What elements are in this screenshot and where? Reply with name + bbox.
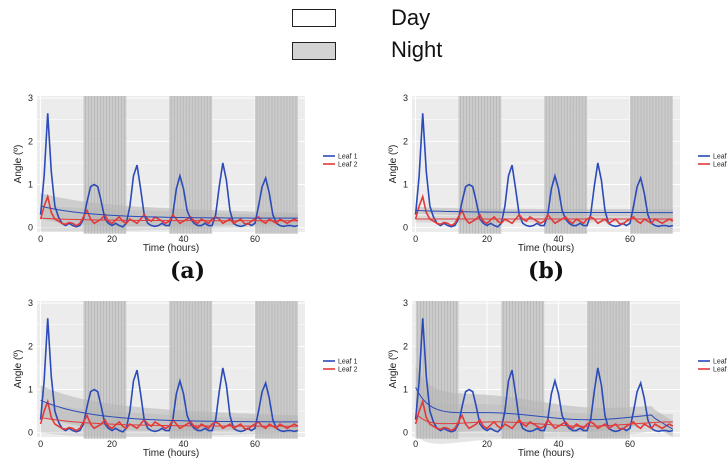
y-tick-label: 0: [28, 223, 33, 233]
legend-label-leaf-1: Leaf 1: [713, 154, 727, 161]
panel-label-b: (b): [528, 258, 565, 284]
y-tick-label: 1: [403, 385, 408, 395]
legend-label-leaf-2: Leaf 2: [713, 367, 727, 374]
x-tick-label: 40: [553, 439, 563, 449]
fit-line-leaf-1: [40, 205, 298, 219]
y-tick-label: 1: [28, 180, 33, 190]
x-tick-label: 20: [482, 439, 492, 449]
x-tick-label: 20: [482, 234, 492, 244]
y-tick-label: 3: [403, 298, 408, 308]
series-line-leaf-1: [414, 318, 674, 433]
y-axis-label: Angle (º): [388, 350, 399, 389]
x-tick-label: 0: [413, 439, 418, 449]
x-axis-label: Time (hours): [518, 448, 574, 459]
x-tick-label: 40: [553, 234, 563, 244]
chart-panel-b: [412, 96, 710, 234]
day-legend-swatch: [292, 9, 336, 27]
y-tick-label: 2: [403, 341, 408, 351]
legend-label-leaf-1: Leaf 1: [713, 359, 727, 366]
legend-label-leaf-1: Leaf 1: [338, 154, 358, 161]
x-tick-label: 0: [413, 234, 418, 244]
fit-line-leaf-2: [415, 412, 673, 427]
y-axis-label: Angle (º): [13, 145, 24, 184]
chart-panel-a: [37, 96, 335, 234]
x-tick-label: 0: [38, 234, 43, 244]
x-tick-label: 60: [625, 439, 635, 449]
night-legend-swatch: [292, 42, 336, 60]
chart-panel-d: [412, 301, 710, 444]
y-axis-label: Angle (º): [13, 350, 24, 389]
confidence-band-leaf2: [40, 205, 298, 232]
y-tick-label: 0: [403, 428, 408, 438]
chart-panel-c: [37, 301, 335, 439]
night-legend-label: Night: [391, 37, 443, 62]
series-line-leaf-1: [39, 318, 299, 433]
y-tick-label: 0: [403, 223, 408, 233]
x-axis-label: Time (hours): [143, 448, 199, 459]
x-tick-label: 40: [178, 439, 188, 449]
fit-line-leaf-2: [40, 217, 298, 222]
confidence-band-leaf2: [415, 391, 673, 444]
x-axis-label: Time (hours): [143, 243, 199, 254]
legend-label-leaf-1: Leaf 1: [338, 359, 358, 366]
y-tick-label: 1: [403, 180, 408, 190]
series-line-leaf-1: [39, 113, 299, 228]
x-axis-label: Time (hours): [518, 243, 574, 254]
day-legend-label: Day: [391, 5, 431, 30]
fit-line-leaf-1: [40, 399, 298, 423]
y-tick-label: 2: [28, 341, 33, 351]
x-tick-label: 60: [250, 439, 260, 449]
fit-line-leaf-1: [415, 387, 674, 430]
panel-label-a: (a): [170, 258, 206, 284]
legend-label-leaf-2: Leaf 2: [338, 162, 358, 169]
y-tick-label: 0: [28, 428, 33, 438]
series-line-leaf-2: [39, 398, 299, 432]
fit-line-leaf-2: [40, 417, 298, 427]
y-tick-label: 2: [28, 136, 33, 146]
series-line-leaf-2: [39, 193, 299, 227]
legend-label-leaf-2: Leaf 2: [713, 162, 727, 169]
legend-label-leaf-2: Leaf 2: [338, 367, 358, 374]
y-axis-label: Angle (º): [388, 145, 399, 184]
night-shade: [254, 96, 298, 234]
y-tick-label: 1: [28, 385, 33, 395]
y-tick-label: 3: [28, 298, 33, 308]
x-tick-label: 0: [38, 439, 43, 449]
y-tick-label: 2: [403, 136, 408, 146]
fit-line-leaf-1: [415, 209, 673, 214]
y-tick-label: 3: [28, 93, 33, 103]
x-tick-label: 40: [178, 234, 188, 244]
x-tick-label: 20: [107, 439, 117, 449]
x-tick-label: 60: [625, 234, 635, 244]
x-tick-label: 60: [250, 234, 260, 244]
x-tick-label: 20: [107, 234, 117, 244]
y-tick-label: 3: [403, 93, 408, 103]
